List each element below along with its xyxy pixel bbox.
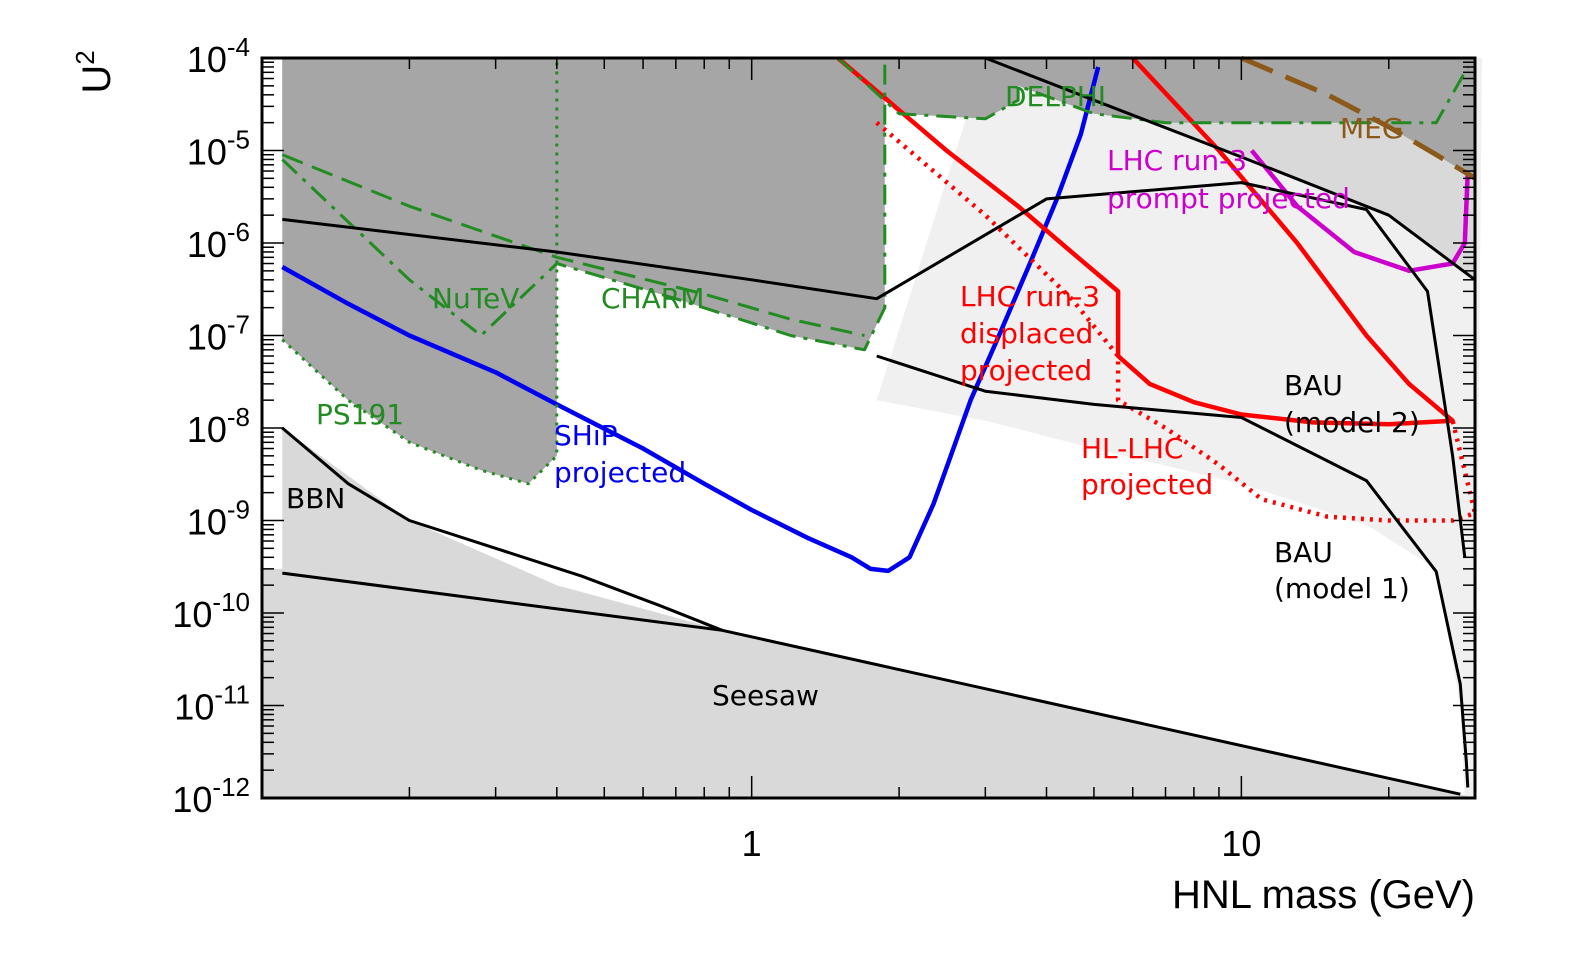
- y-tick-exponent: -6: [227, 217, 250, 247]
- series-meg: [1240, 55, 1477, 181]
- annotation-bau1b: (model 1): [1274, 572, 1410, 605]
- series-hl-lhc-projected: [875, 120, 1478, 523]
- series-nutev: [281, 58, 887, 352]
- annotation-prompt1: LHC run-3: [1107, 144, 1247, 177]
- annotation-seesaw: Seesaw: [712, 679, 819, 712]
- regions-layer: [262, 58, 1482, 798]
- y-tick-exponent: -11: [214, 680, 250, 710]
- annotation-meg: MEG: [1340, 112, 1404, 145]
- y-tick-label: 10-8: [187, 402, 250, 450]
- annotations-layer: DELPHI MEG LHC run-3 prompt projected NuTeV C…: [286, 80, 1420, 712]
- series-ship-projected: [281, 66, 1101, 574]
- region-bbn: [282, 428, 723, 631]
- y-tick-label: 10-5: [187, 125, 250, 173]
- series-seesaw: [282, 571, 1461, 796]
- series-layer: [281, 55, 1478, 796]
- series-bau-model-2: [282, 181, 1467, 558]
- y-tick-base: 10: [187, 409, 227, 450]
- x-tick-label: 10: [1221, 823, 1261, 864]
- annotation-bau1a: BAU: [1274, 536, 1333, 569]
- y-tick-exponent: -7: [227, 310, 250, 340]
- series-bau-model-1: [876, 354, 1470, 788]
- region-bau: [876, 58, 1482, 798]
- annotation-disp3: projected: [960, 354, 1092, 387]
- annotation-ps191: PS191: [316, 398, 404, 431]
- y-tick-exponent: -4: [227, 32, 250, 62]
- y-tick-exponent: -10: [212, 587, 250, 617]
- y-tick-base: 10: [187, 502, 227, 543]
- y-tick-exponent: -12: [212, 772, 250, 802]
- annotation-nutev: NuTeV: [432, 282, 519, 315]
- y-tick-base: 10: [172, 594, 212, 635]
- y-tick-label: 10-9: [187, 495, 250, 543]
- x-axis-title: HNL mass (GeV): [1172, 873, 1475, 917]
- annotation-hl1: HL-LHC: [1081, 432, 1183, 465]
- y-tick-label: 10-7: [187, 310, 250, 358]
- annotation-ship1: SHiP: [554, 419, 618, 452]
- annotation-ship2: projected: [554, 456, 686, 489]
- y-tick-exponent: -9: [227, 495, 250, 525]
- ticks-layer: 1 1010-410-510-610-710-810-910-1010-1110-…: [172, 32, 1476, 864]
- y-axis-title: U2: [70, 50, 119, 93]
- y-axis-title-base: U: [75, 65, 119, 94]
- annotation-bbn: BBN: [286, 482, 345, 515]
- y-tick-base: 10: [187, 224, 227, 265]
- annotation-delphi: DELPHI: [1005, 80, 1106, 113]
- y-tick-base: 10: [187, 317, 227, 358]
- y-tick-base: 10: [174, 687, 214, 728]
- y-tick-label: 10-10: [172, 587, 250, 635]
- y-tick-label: 10-12: [172, 772, 250, 820]
- series-bbn: [281, 426, 723, 632]
- y-tick-label: 10-11: [174, 680, 250, 728]
- series-lhc-run-3-displaced-projected: [836, 56, 1455, 427]
- annotation-charm: CHARM: [601, 282, 704, 315]
- annotation-bau2b: (model 2): [1284, 406, 1420, 439]
- series-upper-bau-bound: [984, 56, 1476, 282]
- region-ps191: [282, 58, 557, 484]
- y-axis-title-exponent: 2: [70, 50, 100, 64]
- region-seesaw: [262, 568, 1475, 798]
- y-tick-base: 10: [187, 39, 227, 80]
- x-tick-label: 1: [742, 823, 762, 864]
- y-tick-base: 10: [172, 779, 212, 820]
- y-tick-exponent: -8: [227, 402, 250, 432]
- annotation-bau2a: BAU: [1284, 369, 1343, 402]
- y-tick-base: 10: [187, 132, 227, 173]
- annotation-prompt2: prompt projected: [1107, 182, 1350, 215]
- series-delphi: [836, 56, 1470, 125]
- annotation-disp1: LHC run-3: [960, 280, 1100, 313]
- series-charm: [281, 153, 865, 337]
- y-tick-label: 10-6: [187, 217, 250, 265]
- region-meg: [1241, 58, 1475, 179]
- annotation-hl2: projected: [1081, 468, 1213, 501]
- annotation-disp2: displaced: [960, 317, 1093, 350]
- y-tick-exponent: -5: [227, 125, 250, 155]
- y-tick-label: 10-4: [187, 32, 250, 80]
